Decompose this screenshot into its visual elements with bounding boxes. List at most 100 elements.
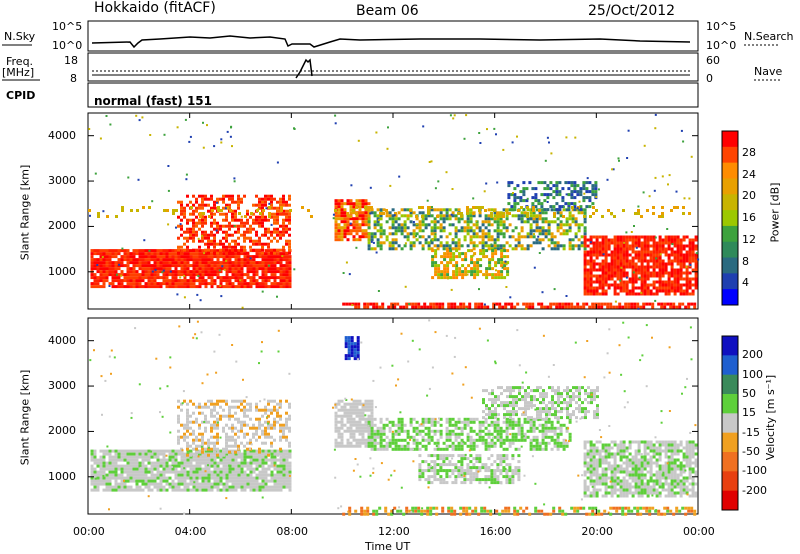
velocity-echo-cell (231, 414, 234, 418)
power-echo-cell (658, 277, 662, 281)
velocity-echo-cell (454, 426, 458, 430)
velocity-echo-cell (451, 441, 455, 445)
power-echo-cell (201, 203, 204, 207)
power-echo-cell (595, 289, 599, 293)
power-echo-cell (156, 258, 160, 262)
power-noise-cell (202, 121, 204, 124)
velocity-echo-cell (132, 464, 136, 468)
velocity-echo-cell (156, 455, 160, 459)
power-echo-cell (228, 242, 231, 246)
power-echo-cell (177, 282, 181, 286)
power-echo-cell (195, 230, 198, 234)
power-echo-cell (273, 236, 276, 240)
power-echo-cell (691, 289, 695, 293)
power-noise-cell (450, 288, 453, 291)
power-echo-cell (400, 208, 404, 212)
power-echo-cell (580, 241, 584, 245)
velocity-echo-cell (270, 435, 273, 439)
velocity-echo-cell (117, 482, 121, 486)
power-echo-cell (255, 221, 258, 225)
velocity-echo-cell (364, 423, 368, 427)
power-echo-cell (264, 218, 267, 222)
power-echo-cell (460, 212, 463, 215)
power-echo-cell (616, 244, 620, 248)
power-echo-cell (264, 252, 268, 256)
power-echo-cell (352, 202, 356, 206)
power-echo-cell (195, 255, 199, 259)
velocity-echo-cell (424, 420, 428, 424)
velocity-echo-cell (394, 429, 398, 433)
power-echo-cell (334, 220, 338, 224)
velocity-echo-cell (207, 438, 210, 442)
power-echo-cell (583, 208, 587, 212)
power-echo-cell (646, 274, 650, 278)
power-echo-cell (631, 247, 635, 251)
velocity-echo-cell (397, 438, 401, 442)
power-echo-cell (276, 276, 280, 280)
power-echo-cell (174, 273, 178, 277)
power-echo-cell (585, 196, 589, 200)
velocity-echo-cell (412, 441, 416, 445)
power-echo-cell (559, 214, 563, 218)
power-echo-cell (571, 208, 575, 212)
power-noise-cell (167, 223, 170, 226)
power-echo-cell (688, 277, 692, 281)
velocity-echo-cell (90, 464, 94, 468)
power-echo-cell (102, 261, 106, 265)
velocity-echo-cell (231, 464, 235, 468)
velocity-echo-cell (400, 429, 404, 433)
power-noise-cell (627, 129, 630, 132)
velocity-echo-cell (174, 461, 178, 465)
power-echo-cell (88, 209, 91, 212)
power-echo-cell (483, 305, 487, 309)
power-echo-cell (285, 251, 288, 255)
power-echo-cell (619, 271, 623, 275)
power-echo-cell (261, 248, 264, 252)
power-echo-cell (273, 273, 277, 277)
velocity-echo-cell (397, 420, 401, 424)
power-echo-cell (619, 274, 623, 278)
velocity-echo-cell (361, 408, 365, 412)
power-echo-cell (567, 181, 571, 185)
power-echo-cell (198, 258, 202, 262)
power-echo-cell (461, 270, 465, 274)
velocity-echo-cell (352, 423, 356, 427)
velocity-echo-cell (240, 420, 243, 424)
power-echo-cell (508, 235, 512, 239)
power-echo-cell (588, 190, 592, 194)
power-noise-cell (105, 115, 108, 117)
power-echo-cell (345, 302, 349, 306)
power-echo-cell (192, 258, 196, 262)
velocity-echo-cell (448, 444, 452, 448)
power-echo-cell (676, 241, 680, 245)
power-echo-cell (288, 264, 292, 268)
power-noise-cell (541, 291, 544, 294)
velocity-echo-cell (261, 488, 265, 492)
power-echo-cell (568, 214, 572, 218)
power-echo-cell (132, 273, 136, 277)
velocity-echo-cell (213, 408, 216, 412)
power-echo-cell (531, 202, 535, 206)
power-echo-cell (546, 193, 550, 197)
power-echo-cell (582, 196, 586, 200)
velocity-echo-cell (201, 455, 205, 459)
power-echo-cell (282, 233, 285, 237)
velocity-echo-cell (454, 432, 458, 436)
velocity-echo-cell (180, 452, 184, 456)
power-echo-cell (594, 187, 598, 191)
velocity-echo-cell (219, 449, 223, 453)
power-echo-cell (472, 212, 475, 215)
power-echo-cell (472, 214, 476, 218)
power-noise-cell (206, 124, 208, 127)
velocity-echo-cell (288, 482, 292, 486)
power-noise-cell (509, 296, 512, 299)
velocity-echo-cell (213, 470, 217, 474)
power-echo-cell (412, 241, 416, 245)
power-echo-cell (117, 273, 121, 277)
power-noise-cell (386, 147, 389, 150)
power-echo-cell (601, 241, 605, 245)
power-noise-cell (617, 157, 620, 160)
power-echo-cell (220, 209, 223, 212)
power-echo-cell (613, 289, 617, 293)
velocity-echo-cell (120, 455, 124, 459)
